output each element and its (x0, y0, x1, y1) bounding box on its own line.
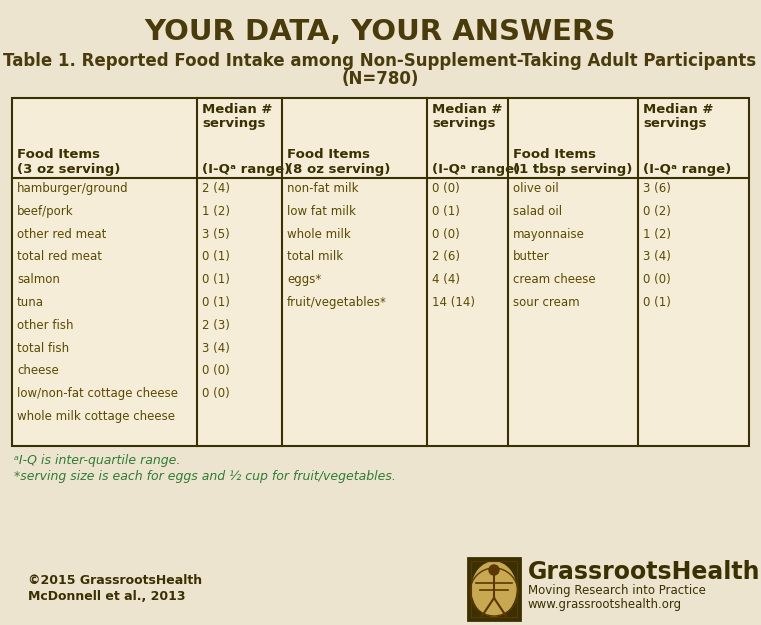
Text: 2 (6): 2 (6) (432, 251, 460, 263)
Text: (1 tbsp serving): (1 tbsp serving) (513, 163, 632, 176)
Text: low/non-fat cottage cheese: low/non-fat cottage cheese (17, 388, 178, 400)
Text: tuna: tuna (17, 296, 44, 309)
Text: (N=780): (N=780) (342, 70, 419, 88)
Text: *serving size is each for eggs and ½ cup for fruit/vegetables.: *serving size is each for eggs and ½ cup… (14, 470, 396, 483)
Text: 1 (2): 1 (2) (202, 205, 230, 217)
Text: Food Items: Food Items (17, 148, 100, 161)
Text: 0 (1): 0 (1) (432, 205, 460, 217)
Text: cream cheese: cream cheese (513, 273, 596, 286)
Text: 1 (2): 1 (2) (643, 228, 671, 241)
Text: eggs*: eggs* (287, 273, 321, 286)
Text: total fish: total fish (17, 342, 69, 354)
Text: olive oil: olive oil (513, 182, 559, 195)
Text: McDonnell et al., 2013: McDonnell et al., 2013 (28, 590, 186, 603)
Text: total milk: total milk (287, 251, 343, 263)
Text: ᵃI-Q is inter-quartile range.: ᵃI-Q is inter-quartile range. (14, 454, 180, 467)
Text: whole milk: whole milk (287, 228, 351, 241)
Ellipse shape (472, 562, 516, 616)
Text: hamburger/ground: hamburger/ground (17, 182, 129, 195)
Text: 2 (3): 2 (3) (202, 319, 230, 332)
Text: whole milk cottage cheese: whole milk cottage cheese (17, 410, 175, 423)
Text: other red meat: other red meat (17, 228, 107, 241)
Text: mayonnaise: mayonnaise (513, 228, 585, 241)
Text: (I-Qᵃ range): (I-Qᵃ range) (643, 163, 731, 176)
Text: Table 1. Reported Food Intake among Non-Supplement-Taking Adult Participants: Table 1. Reported Food Intake among Non-… (4, 52, 756, 70)
Text: servings: servings (432, 117, 495, 130)
Text: 0 (0): 0 (0) (432, 182, 460, 195)
Text: 0 (2): 0 (2) (643, 205, 671, 217)
Text: servings: servings (643, 117, 706, 130)
Text: 0 (0): 0 (0) (643, 273, 670, 286)
Text: Moving Research into Practice: Moving Research into Practice (528, 584, 706, 597)
Text: 3 (5): 3 (5) (202, 228, 230, 241)
Text: cheese: cheese (17, 364, 59, 378)
Text: 3 (4): 3 (4) (202, 342, 230, 354)
Text: 14 (14): 14 (14) (432, 296, 475, 309)
Text: (I-Qᵃ range): (I-Qᵃ range) (432, 163, 521, 176)
Text: fruit/vegetables*: fruit/vegetables* (287, 296, 387, 309)
Text: 0 (0): 0 (0) (202, 388, 230, 400)
Text: sour cream: sour cream (513, 296, 580, 309)
Text: 0 (0): 0 (0) (432, 228, 460, 241)
Text: 0 (0): 0 (0) (202, 364, 230, 378)
Text: Food Items: Food Items (513, 148, 596, 161)
Text: beef/pork: beef/pork (17, 205, 74, 217)
Text: ©2015 GrassrootsHealth: ©2015 GrassrootsHealth (28, 574, 202, 587)
Text: non-fat milk: non-fat milk (287, 182, 358, 195)
Text: servings: servings (202, 117, 266, 130)
Text: salad oil: salad oil (513, 205, 562, 217)
Text: 0 (1): 0 (1) (643, 296, 671, 309)
Text: YOUR DATA, YOUR ANSWERS: YOUR DATA, YOUR ANSWERS (145, 18, 616, 46)
Text: (3 oz serving): (3 oz serving) (17, 163, 120, 176)
Text: Median #: Median # (202, 103, 272, 116)
Text: (I-Qᵃ range): (I-Qᵃ range) (202, 163, 290, 176)
Text: 4 (4): 4 (4) (432, 273, 460, 286)
Text: 2 (4): 2 (4) (202, 182, 230, 195)
Text: (8 oz serving): (8 oz serving) (287, 163, 390, 176)
Text: Food Items: Food Items (287, 148, 370, 161)
Bar (12, 98, 749, 446)
Text: 0 (1): 0 (1) (202, 273, 230, 286)
Text: 0 (1): 0 (1) (202, 296, 230, 309)
Text: total red meat: total red meat (17, 251, 102, 263)
Text: low fat milk: low fat milk (287, 205, 356, 217)
Bar (468, 558, 520, 620)
Text: Median #: Median # (643, 103, 713, 116)
Text: 3 (6): 3 (6) (643, 182, 671, 195)
Text: Median #: Median # (432, 103, 502, 116)
Text: butter: butter (513, 251, 549, 263)
Text: www.grassrootshealth.org: www.grassrootshealth.org (528, 598, 682, 611)
Text: 3 (4): 3 (4) (643, 251, 671, 263)
Text: salmon: salmon (17, 273, 60, 286)
Text: GrassrootsHealth: GrassrootsHealth (528, 560, 760, 584)
Text: other fish: other fish (17, 319, 74, 332)
Circle shape (489, 565, 499, 575)
Text: 0 (1): 0 (1) (202, 251, 230, 263)
